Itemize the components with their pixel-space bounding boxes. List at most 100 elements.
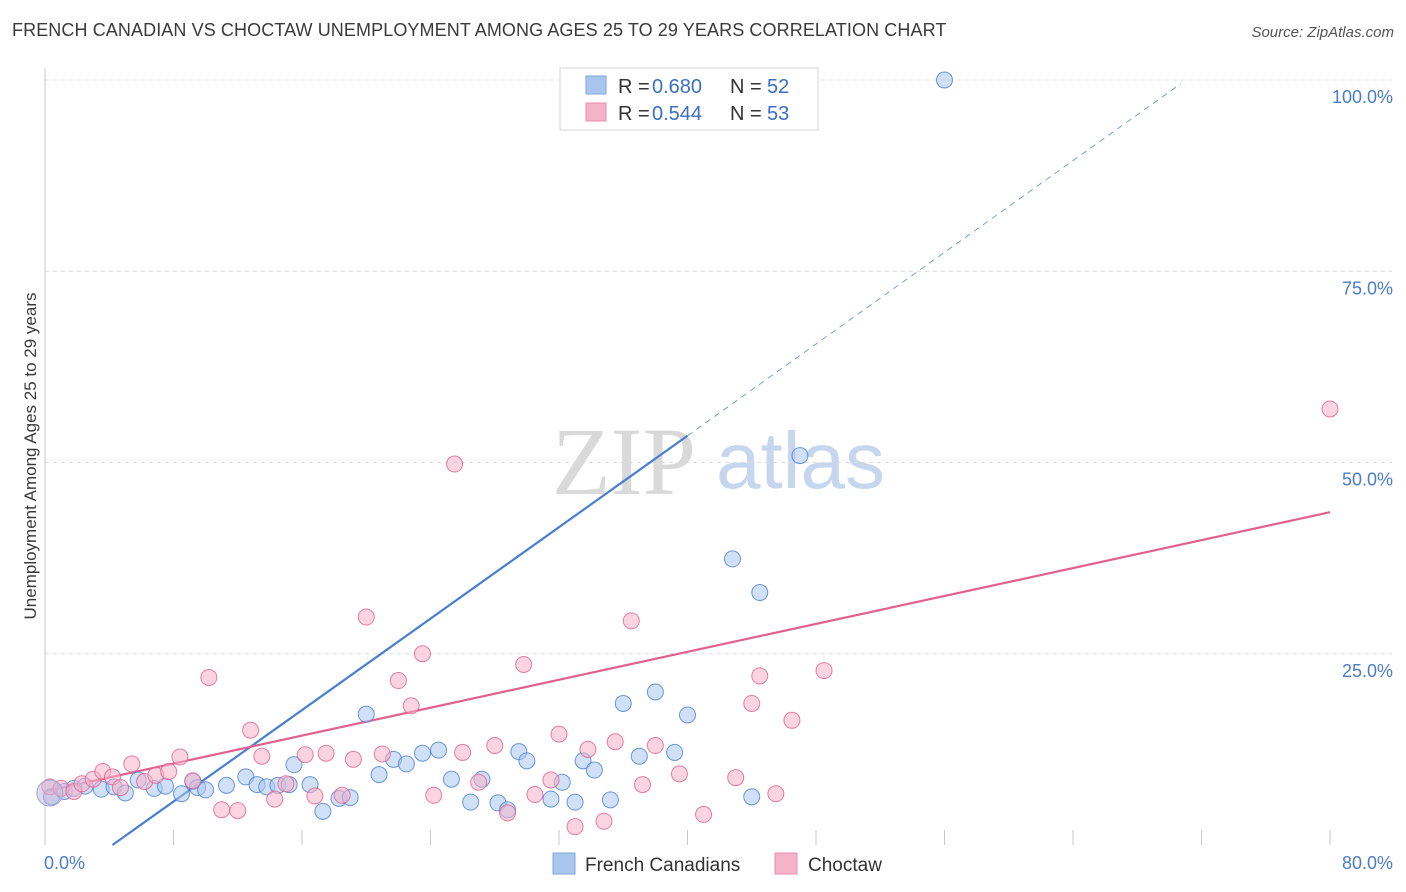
choctaw-point [296, 746, 314, 764]
french-canadian-point [413, 744, 431, 762]
choctaw-point [171, 748, 189, 766]
choctaw-point [317, 744, 335, 762]
choctaw-point [357, 608, 375, 626]
bottom-legend-swatch-french [552, 852, 576, 875]
french-canadian-point [285, 756, 303, 774]
choctaw-point [515, 655, 533, 673]
y-axis-title: Unemployment Among Ages 25 to 29 years [21, 293, 40, 620]
legend: R = 0.680 N = 52 R = 0.544 N = 53 [559, 67, 819, 131]
choctaw-point [727, 769, 745, 787]
choctaw-point [229, 802, 247, 820]
french-canadian-point [936, 71, 953, 89]
choctaw-point [413, 645, 431, 663]
french-canadian-point [723, 550, 741, 568]
french-canadian-point [646, 683, 664, 701]
choctaw-point [184, 772, 202, 790]
choctaw-point [550, 725, 568, 743]
choctaw-point [606, 733, 624, 751]
french-canadian-point [357, 705, 375, 723]
x-tick-label-min: 0.0% [44, 853, 85, 873]
french-canadian-point [679, 706, 696, 724]
source-credit: Source: ZipAtlas.com [1251, 24, 1394, 41]
bottom-legend-swatch-choctaw [774, 852, 798, 875]
choctaw-point [1321, 400, 1339, 418]
choctaw-point [389, 672, 407, 690]
choctaw-point [333, 786, 351, 804]
trend-lines [44, 83, 1331, 846]
french-canadian-point [542, 790, 560, 808]
french-canadian-point [173, 785, 191, 803]
french-canadian-trendline-extension [687, 83, 1181, 437]
choctaw-point [277, 775, 295, 793]
french-canadian-point [462, 793, 480, 811]
data-points [36, 71, 1339, 836]
choctaw-point [266, 790, 284, 808]
choctaw-point [111, 779, 129, 797]
choctaw-point [402, 697, 420, 715]
choctaw-point [646, 737, 664, 755]
y-tick-label: 100.0% [1332, 87, 1393, 107]
legend-r-value-1: 0.680 [652, 76, 702, 98]
choctaw-point [634, 776, 652, 794]
axes: 100.0% 75.0% 50.0% 25.0% 0.0% 80.0% [44, 68, 1393, 873]
french-canadian-point [397, 755, 415, 773]
y-tick-label: 50.0% [1342, 470, 1393, 490]
choctaw-point [526, 786, 544, 804]
choctaw-point [499, 804, 517, 822]
choctaw-point [815, 662, 833, 680]
y-tick-label: 25.0% [1342, 661, 1393, 681]
choctaw-point [344, 750, 362, 768]
legend-r-value-2: 0.544 [652, 103, 702, 125]
legend-swatch-french [585, 75, 607, 95]
choctaw-point [446, 455, 464, 473]
choctaw-point [622, 612, 640, 630]
french-canadian-point [614, 694, 632, 712]
choctaw-point [242, 721, 260, 739]
legend-r-label-2: R = [618, 103, 650, 125]
bottom-legend-label-choctaw: Choctaw [808, 855, 882, 876]
legend-n-value-2: 53 [767, 103, 789, 125]
choctaw-point [695, 805, 713, 823]
french-canadian-point [630, 747, 648, 765]
legend-swatch-choctaw [585, 102, 607, 122]
legend-r-label-1: R = [618, 76, 650, 98]
french-canadian-point [442, 770, 460, 788]
french-canadian-point [751, 584, 769, 602]
choctaw-point [743, 694, 761, 712]
french-canadian-point [370, 766, 388, 784]
choctaw-point [595, 812, 613, 830]
choctaw-point [373, 745, 391, 763]
x-tick-label-max: 80.0% [1342, 853, 1393, 873]
french-canadian-point [666, 743, 684, 761]
french-canadian-point [430, 741, 448, 759]
french-canadian-point [601, 791, 619, 809]
chart-title: FRENCH CANADIAN VS CHOCTAW UNEMPLOYMENT … [12, 20, 947, 40]
legend-n-label-1: N = [730, 76, 762, 98]
y-tick-label: 75.0% [1342, 278, 1393, 298]
french-canadian-point [585, 761, 603, 779]
french-canadian-point [791, 447, 809, 465]
french-canadian-point [197, 781, 215, 799]
choctaw-point [213, 801, 231, 819]
choctaw-point [783, 711, 801, 729]
choctaw-point [566, 818, 584, 836]
choctaw-point [767, 785, 785, 803]
legend-n-value-1: 52 [767, 76, 789, 98]
choctaw-point [751, 667, 769, 685]
gridlines [45, 79, 1392, 655]
watermark-zip: ZIP [552, 408, 696, 515]
choctaw-point [486, 737, 504, 755]
choctaw-point [425, 786, 443, 804]
bottom-legend: French Canadians Choctaw [552, 852, 882, 876]
french-canadian-point [743, 788, 761, 806]
french-canadian-point [314, 802, 332, 820]
legend-n-label-2: N = [730, 103, 762, 125]
choctaw-point [670, 765, 688, 783]
french-canadian-point [218, 776, 236, 794]
choctaw-point [579, 740, 597, 758]
choctaw-trendline [44, 511, 1331, 793]
choctaw-point [253, 747, 271, 765]
choctaw-point [200, 668, 218, 686]
choctaw-point [306, 787, 324, 805]
choctaw-point [454, 743, 472, 761]
